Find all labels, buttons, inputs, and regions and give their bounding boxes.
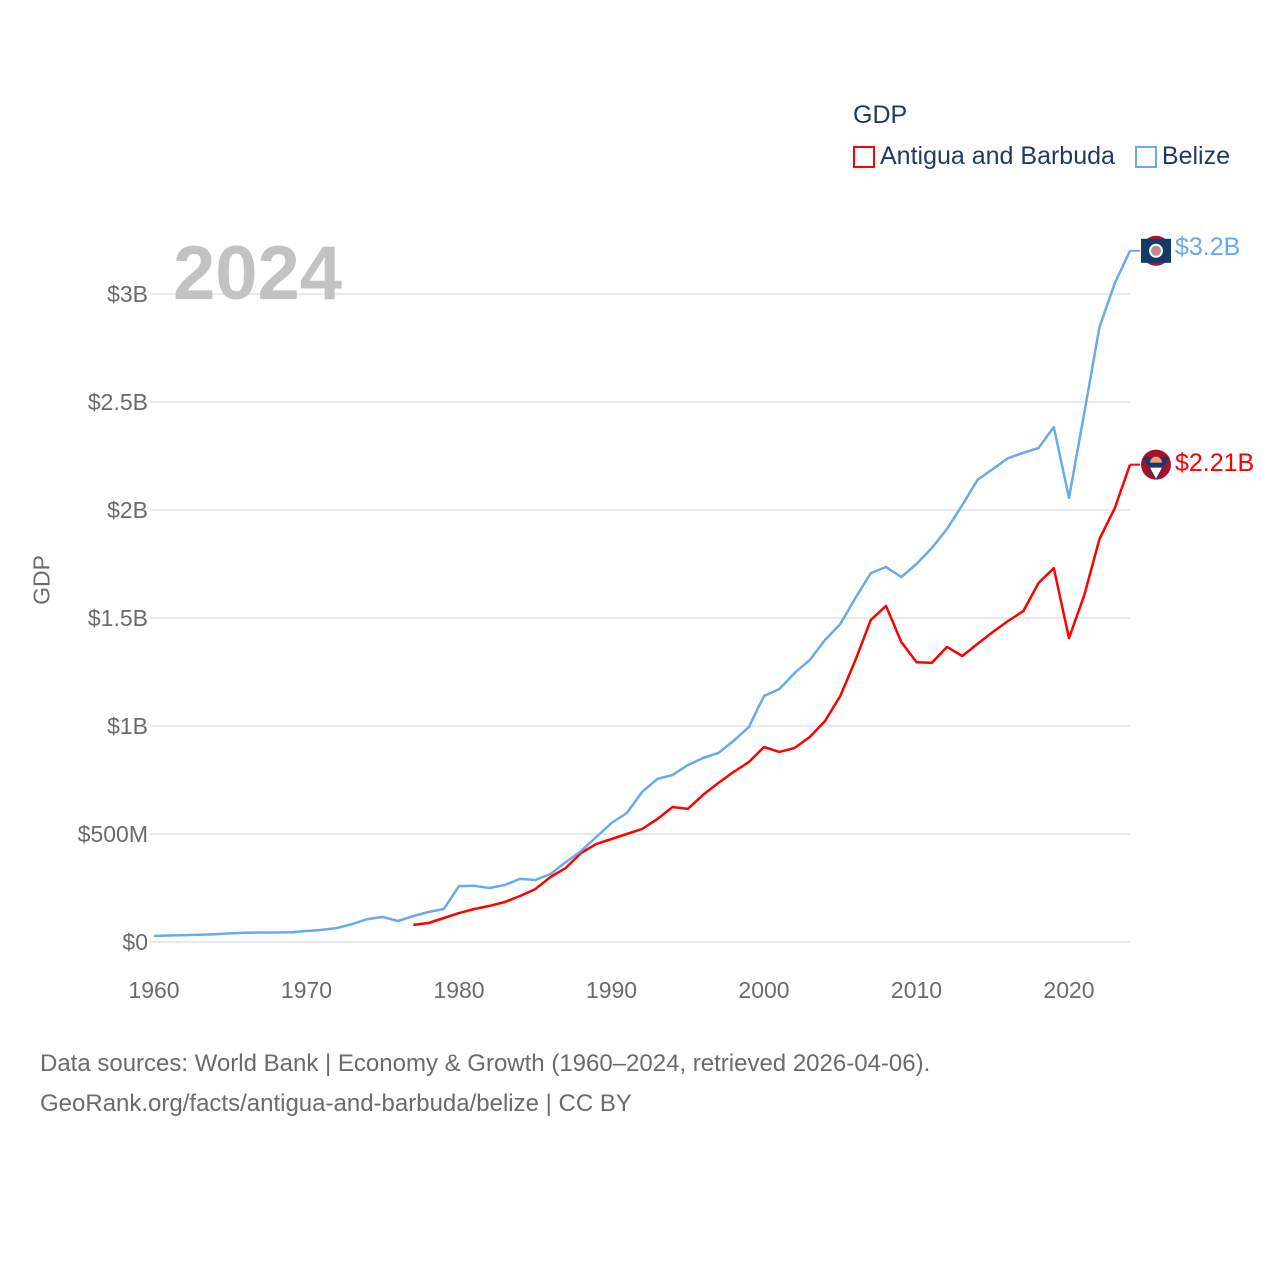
x-axis-ticks: 1960 1970 1980 1990 2000 2010 2020 [128, 977, 1094, 1003]
footer-sources: Data sources: World Bank | Economy & Gro… [40, 1050, 931, 1077]
legend-title: GDP [853, 101, 908, 129]
footer-link[interactable]: GeoRank.org/facts/antigua-and-barbuda/be… [40, 1090, 632, 1117]
legend-swatch-belize [1134, 145, 1157, 168]
legend-item-belize[interactable]: Belize [1134, 142, 1231, 171]
year-label: 2024 [173, 231, 343, 316]
belize-flag-icon [1141, 235, 1171, 266]
y-tick-label: $3B [107, 281, 148, 307]
legend-label-belize: Belize [1161, 142, 1231, 170]
y-axis-ticks: $0 $500M $1B $1.5B $2B $2.5B $3B [78, 281, 148, 955]
series-lines [153, 250, 1132, 938]
y-tick-label: $1.5B [88, 605, 148, 631]
x-tick-label: 2010 [891, 977, 942, 1003]
end-label-belize: $3.2B [1175, 233, 1241, 261]
y-tick-label: $0 [122, 929, 148, 955]
footer: Data sources: World Bank | Economy & Gro… [40, 1044, 930, 1124]
legend: Antigua and Barbuda Belize [853, 142, 1230, 171]
x-tick-label: 1990 [586, 977, 637, 1003]
x-tick-label: 2000 [738, 977, 789, 1003]
y-tick-label: $2B [107, 497, 148, 523]
series-line-antigua [413, 464, 1132, 927]
legend-swatch-antigua [853, 145, 875, 168]
legend-label-antigua: Antigua and Barbuda [880, 142, 1115, 170]
series-line-belize [153, 250, 1132, 938]
y-tick-label: $1B [107, 713, 148, 739]
y-tick-label: $500M [78, 821, 148, 847]
x-tick-label: 1970 [281, 977, 332, 1003]
y-tick-label: $2.5B [88, 389, 148, 415]
grid-lines [150, 293, 1130, 943]
y-axis-label: GDP [28, 555, 55, 605]
legend-item-antigua[interactable]: Antigua and Barbuda [853, 142, 1115, 171]
end-markers [1130, 235, 1171, 480]
end-label-antigua: $2.21B [1175, 449, 1255, 477]
x-tick-label: 1960 [128, 977, 179, 1003]
antigua-and-barbuda-flag-icon [1141, 449, 1171, 480]
x-tick-label: 1980 [433, 977, 484, 1003]
x-tick-label: 2020 [1043, 977, 1094, 1003]
